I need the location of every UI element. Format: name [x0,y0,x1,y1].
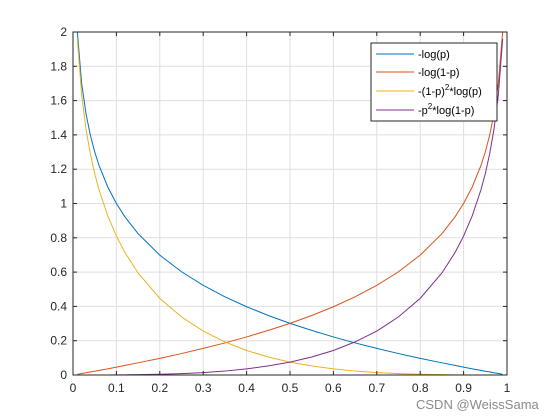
x-tick-label: 0.3 [195,381,212,395]
ticks: 0 0.1 0.2 0.3 0.4 0.5 0.6 0.7 0.8 0.9 1 0 0.2 0.4 0.6 0… [50,25,510,395]
x-tick-label: 0.7 [368,381,385,395]
y-tick-label: 1 [60,197,67,211]
x-tick-label: 1 [504,381,511,395]
x-tick-label: 0.9 [455,381,472,395]
y-tick-label: 0.8 [50,231,67,245]
legend-label: -log(p) [418,49,450,61]
watermark-text: CSDN @WeissSama [416,397,539,412]
x-tick-label: 0.8 [412,381,429,395]
y-tick-label: 0.6 [50,265,67,279]
x-tick-label: 0.1 [108,381,125,395]
y-tick-label: 0.2 [50,334,67,348]
x-tick-label: 0 [70,381,77,395]
y-tick-label: 1.4 [50,128,67,142]
y-tick-label: 1.6 [50,94,67,108]
y-tick-label: 1.2 [50,162,67,176]
y-tick-label: 0.4 [50,299,67,313]
legend-box [370,42,498,122]
legend-label: -p2*log(1-p) [418,102,474,117]
legend-label: -(1-p)2*log(p) [418,83,482,98]
legend-label: -log(1-p) [418,67,460,79]
legend: -log(p) -log(1-p) -(1-p)2*log(p) -p2*log(1-… [370,42,498,122]
y-tick-label: 2 [60,25,67,39]
x-tick-label: 0.2 [151,381,168,395]
x-tick-label: 0.5 [282,381,299,395]
y-tick-label: 0 [60,368,67,382]
x-tick-label: 0.4 [238,381,255,395]
series-line-2 [77,32,504,375]
y-tick-label: 1.8 [50,59,67,73]
x-tick-label: 0.6 [325,381,342,395]
